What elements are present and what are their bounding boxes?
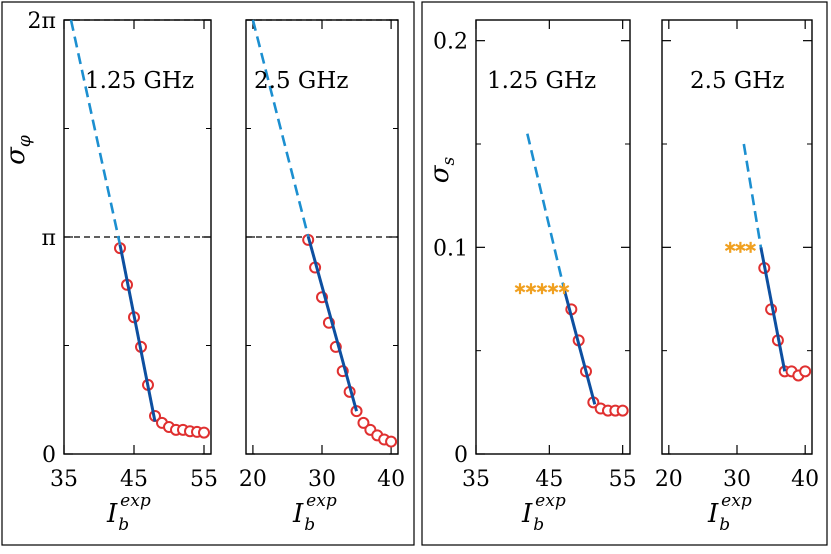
y-tick-label: 0	[454, 443, 468, 468]
threshold-star	[724, 241, 736, 253]
frequency-label: 2.5 GHz	[690, 68, 784, 94]
x-tick-label: 35	[50, 467, 78, 492]
frequency-label: 1.25 GHz	[487, 68, 596, 94]
panel-2: 20 30 40 2.5 GHz Ibexp	[239, 19, 405, 535]
threshold-star	[536, 283, 548, 295]
threshold-star	[525, 283, 537, 295]
fit-line	[562, 288, 597, 405]
x-tick-label: 30	[308, 467, 336, 492]
x-tick-label: 35	[462, 467, 490, 492]
x-axis-title: Ibexp	[521, 491, 566, 535]
panel-3: 35 45 55 0 0.1 0.2 1.25 GHz σs Ibexp	[425, 19, 637, 535]
y-axis-title: σs	[425, 156, 459, 183]
frequency-label: 2.5 GHz	[254, 68, 348, 94]
threshold-star	[514, 283, 526, 295]
x-axis-title: Ibexp	[292, 491, 337, 535]
fit-line	[306, 236, 358, 412]
y-tick-label: 0.2	[433, 30, 468, 55]
x-tick-label: 55	[609, 467, 637, 492]
threshold-star	[547, 283, 559, 295]
axes-box	[475, 19, 631, 455]
threshold-star	[735, 241, 746, 253]
panel-1: 35 45 55 0 π 2π 1.25 GHz σφ Ibexp	[1, 9, 218, 535]
y-tick-label: 0.1	[433, 236, 468, 261]
extrapolation-line	[251, 19, 310, 237]
extrapolation-line	[742, 143, 763, 248]
x-tick-label: 45	[535, 467, 563, 492]
x-tick-label: 20	[239, 467, 267, 492]
y-axis-title: σφ	[1, 135, 35, 165]
fit-line	[118, 244, 157, 422]
data-point	[799, 365, 812, 378]
x-tick-label: 40	[791, 467, 819, 492]
x-tick-label: 40	[377, 467, 405, 492]
data-point	[357, 416, 370, 429]
threshold-star	[745, 241, 756, 253]
frequency-label: 1.25 GHz	[85, 68, 194, 94]
y-tick-label: π	[42, 226, 56, 251]
y-tick-label: 0	[42, 443, 56, 468]
x-tick-label: 55	[190, 467, 218, 492]
data-point	[198, 426, 210, 439]
data-point	[385, 435, 398, 448]
left-figure-frame	[1, 1, 415, 546]
x-tick-label: 20	[655, 467, 683, 492]
extrapolation-line	[69, 19, 122, 245]
panel-4: 20 30 40 2.5 GHz Ibexp	[655, 19, 819, 535]
extrapolation-line	[526, 133, 566, 289]
x-axis-title: Ibexp	[106, 491, 151, 535]
right-figure-frame	[421, 1, 828, 546]
y-tick-label: 2π	[28, 9, 56, 34]
fit-line	[759, 247, 787, 372]
x-tick-label: 30	[723, 467, 751, 492]
data-point	[616, 404, 629, 417]
x-tick-label: 45	[120, 467, 148, 492]
x-axis-title: Ibexp	[707, 491, 752, 535]
threshold-star	[558, 283, 570, 295]
